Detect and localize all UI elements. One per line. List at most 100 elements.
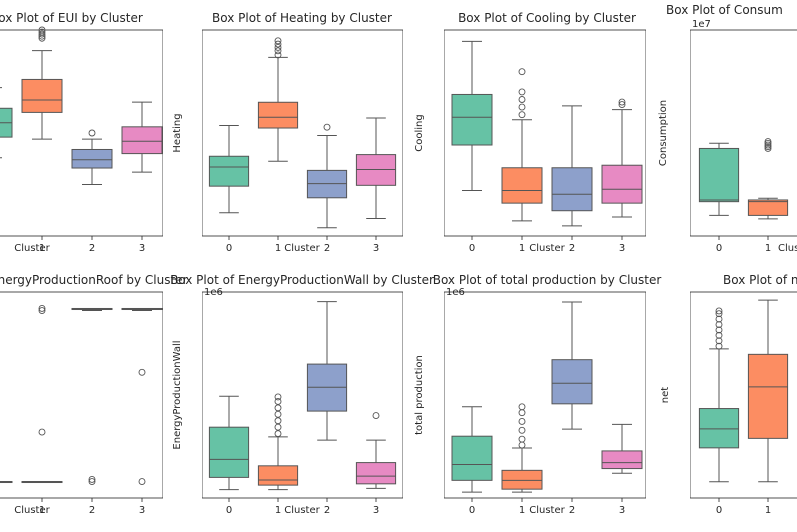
y-tick-label: 1.0 <box>667 46 683 57</box>
outlier-point <box>518 96 526 103</box>
outlier-point <box>715 337 723 345</box>
subplot-4: 0.0 0.2 0.4 0.6 0.8 1.0 0 1 <box>667 29 797 254</box>
iqr-box <box>257 465 299 486</box>
box-cluster-3 <box>601 98 643 218</box>
y-tick-label: 20 <box>182 161 195 172</box>
axis-multiplier: 1e6 <box>446 287 465 298</box>
outlier-point <box>274 393 282 401</box>
chart-title: Box Plot of EnergyProductionWall by Clus… <box>170 273 434 287</box>
y-axis-label: Consumption <box>658 100 669 166</box>
x-tick-label: 0 <box>469 505 475 516</box>
axes-frame <box>0 29 163 237</box>
y-tick-label: 40 <box>670 412 683 423</box>
x-axis-label: Cluster <box>284 505 320 516</box>
x-axis-label: Clust <box>778 243 797 254</box>
box-cluster-0 <box>698 142 740 216</box>
x-tick-label: 1 <box>765 243 771 254</box>
outlier-point <box>715 307 723 315</box>
y-tick-label: 70 <box>670 331 683 342</box>
x-tick-label: 1 <box>519 243 525 254</box>
y-axis-label: EnergyProductionWall <box>172 340 183 449</box>
box-cluster-3 <box>355 117 397 220</box>
outlier-point <box>138 368 146 376</box>
y-tick-label: 0.4 <box>667 149 683 160</box>
y-tick-label: 9 <box>431 199 437 210</box>
outlier-point <box>38 307 46 314</box>
iqr-box <box>355 462 397 485</box>
y-tick-label: 0.5 <box>179 455 195 466</box>
outlier-point <box>38 26 46 34</box>
iqr-box <box>257 101 299 129</box>
y-tick-label: 10 <box>670 494 683 505</box>
y-tick-label: 20 <box>670 466 683 477</box>
outlier-point <box>88 476 96 483</box>
outlier-point <box>274 410 282 418</box>
box-cluster-1 <box>257 37 299 162</box>
x-tick-label: 1 <box>275 505 281 516</box>
box-cluster-2 <box>71 307 113 485</box>
x-tick-label: 3 <box>139 243 145 254</box>
y-tick-label: 30 <box>182 78 195 89</box>
y-tick-label: 80 <box>670 304 683 315</box>
box-cluster-1 <box>747 299 789 483</box>
y-tick-label: 3.0 <box>179 294 195 305</box>
box-cluster-1 <box>257 393 299 491</box>
y-tick-label: 60 <box>670 358 683 369</box>
box-cluster-0 <box>0 87 13 159</box>
x-axis-label: Cluster <box>14 505 50 516</box>
outlier-point <box>274 404 282 412</box>
iqr-box <box>747 199 789 216</box>
iqr-box <box>601 164 643 204</box>
outlier-point <box>715 326 723 334</box>
outlier-point <box>38 305 46 312</box>
x-tick-label: 0 <box>226 505 232 516</box>
x-axis-label: Cluster <box>529 243 565 254</box>
box-cluster-0 <box>208 395 250 491</box>
outlier-point <box>372 412 380 420</box>
outlier-point <box>764 139 772 147</box>
iqr-box <box>121 126 163 155</box>
y-tick-label: 0.0 <box>667 218 683 229</box>
outlier-point <box>764 138 772 146</box>
y-tick-label: 15 <box>424 47 437 58</box>
outlier-point <box>274 430 282 438</box>
iqr-box <box>698 408 740 449</box>
y-tick-label: 25 <box>182 119 195 130</box>
outlier-point <box>274 417 282 425</box>
box-cluster-3 <box>121 101 163 173</box>
x-tick-label: 2 <box>324 243 330 254</box>
iqr-box <box>551 359 593 405</box>
y-axis-label: Heating <box>172 113 183 152</box>
box-cluster-1 <box>501 403 543 493</box>
chart-title: Box Plot of Consum <box>666 3 783 17</box>
outlier-point <box>518 426 526 434</box>
outlier-point <box>274 397 282 405</box>
outlier-point <box>138 478 146 485</box>
y-tick-label: 0.8 <box>667 80 683 91</box>
subplot-7: 0.51.01.52.02.53.03.50 1 2 3 <box>444 291 646 516</box>
box-cluster-2 <box>306 123 348 229</box>
outlier-point <box>618 98 626 106</box>
iqr-box <box>451 93 493 146</box>
y-tick-label: 50 <box>670 385 683 396</box>
y-tick-label: 30 <box>670 439 683 450</box>
outlier-point <box>274 423 282 431</box>
y-tick-label: 10 <box>424 173 437 184</box>
outlier-point <box>518 88 526 96</box>
iqr-box <box>601 450 643 470</box>
box-cluster-3 <box>601 423 643 474</box>
chart-title: Box Plot of Heating by Cluster <box>212 11 392 25</box>
box-cluster-0 <box>698 307 740 483</box>
x-tick-label: 2 <box>569 243 575 254</box>
outlier-point <box>518 68 526 76</box>
x-tick-label: 2 <box>324 505 330 516</box>
outlier-point <box>38 428 46 436</box>
outlier-point <box>38 28 46 36</box>
y-tick-label: 12 <box>424 123 437 134</box>
iqr-box <box>501 469 543 490</box>
x-tick-label: 2 <box>89 505 95 516</box>
chart-title: Box Plot of EUI by Cluster <box>0 11 143 25</box>
